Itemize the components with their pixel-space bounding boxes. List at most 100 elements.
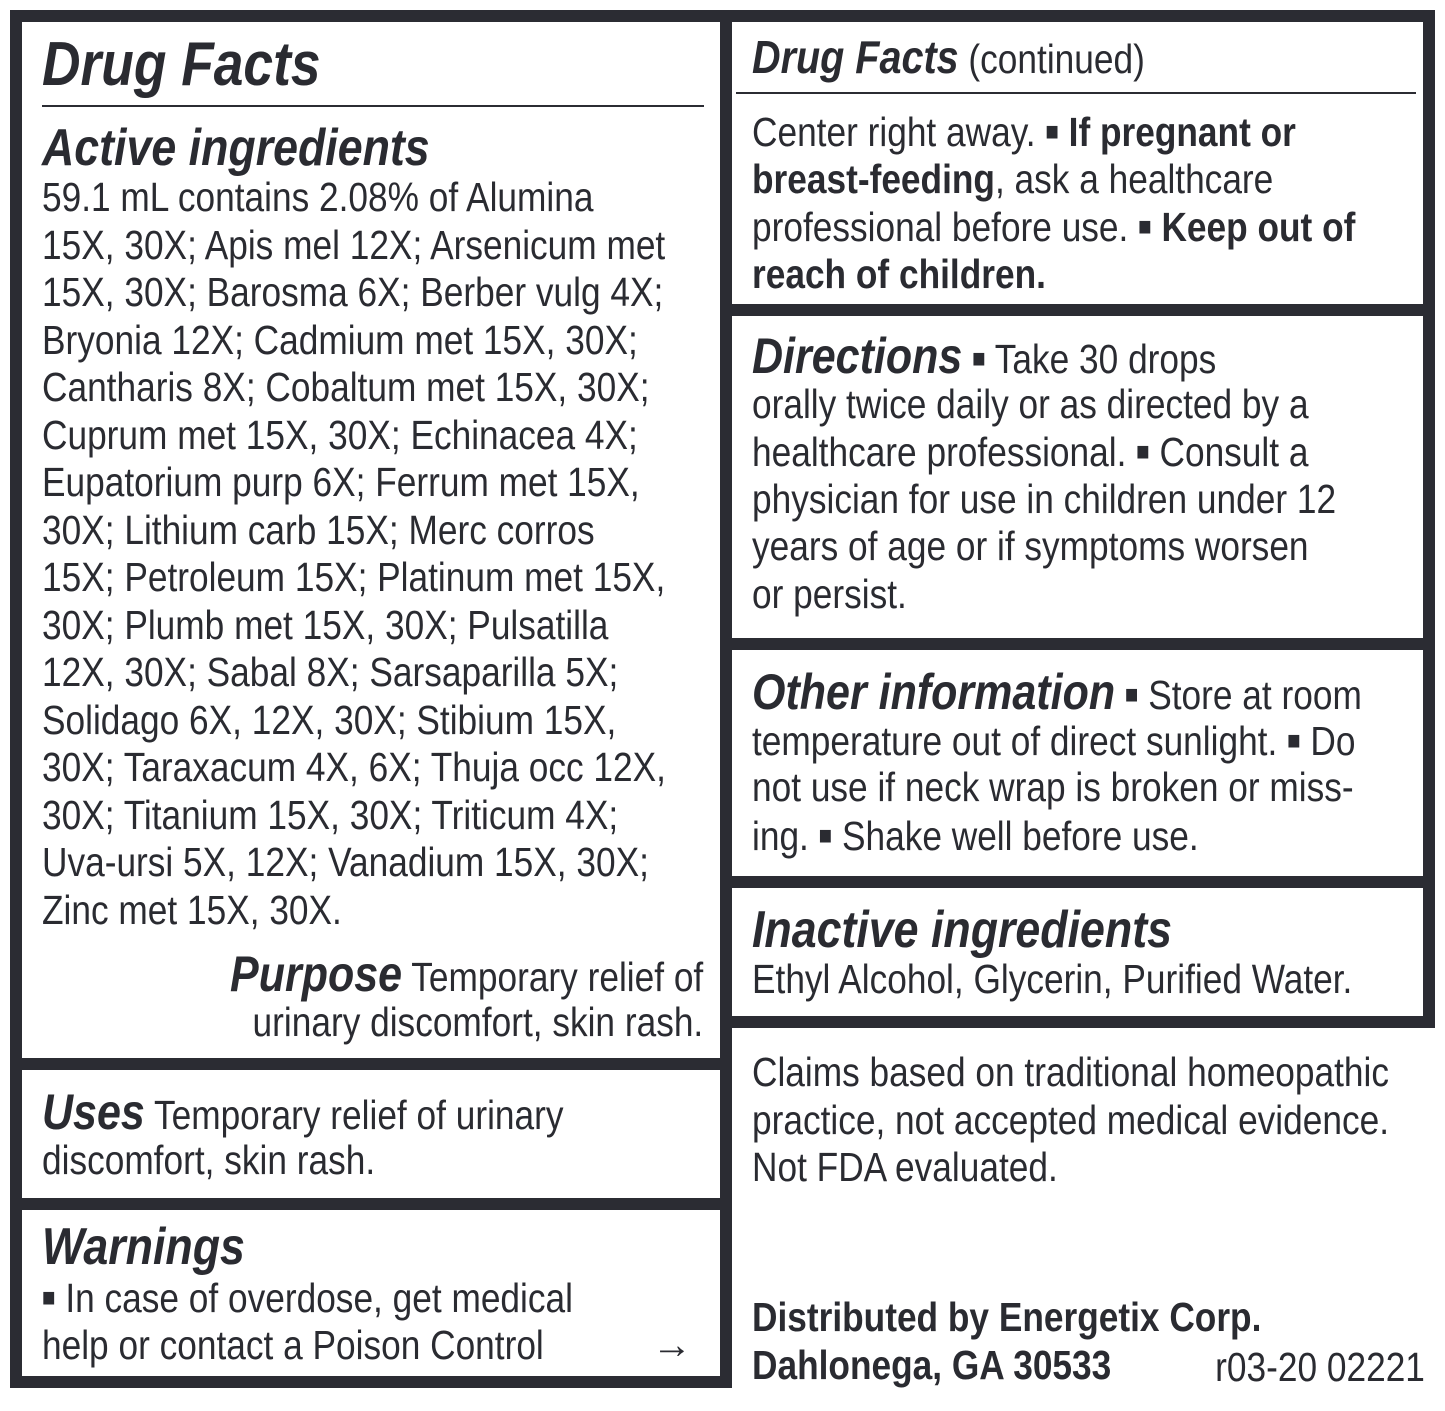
text-segment: In case of overdose, get medical [55,1275,573,1321]
text-line: breast-feeding, ask a healthcare [752,156,1355,204]
text-segment: Consult a [1149,429,1309,475]
bullet-icon: ■ [818,819,833,850]
warnings-continued-text: Center right away. ■ If pregnant or breas… [752,108,1445,298]
text-segment [962,336,972,382]
text-line: Uva-ursi 5X, 12X; Vanadium 15X, 30X; [42,839,666,887]
text-segment: temperature out of direct sunlight. [752,717,1288,764]
frame-bottom-left [10,1376,732,1388]
text-segment: 30X; Lithium carb 15X; Merc corros [42,506,595,553]
text-segment: Temporary relief of [401,954,703,1000]
text-line: Zinc met 15X, 30X. [42,887,666,935]
divider-inactive-bottom [720,1016,1435,1028]
text-segment: 15X, 30X; Apis mel 12X; Arsenicum met [42,221,666,268]
text-segment: professional before use. [752,204,1139,250]
continued-header: Drug Facts (continued) [752,31,1209,83]
text-segment: 15X, 30X; Barosma 6X; Berber vulg 4X; [42,269,664,315]
text-line: urinary discomfort, skin rash. [230,999,703,1047]
purpose-section: Purpose Temporary relief of urinary disco… [153,949,703,1047]
text-line: orally twice daily or as directed by a [752,381,1336,429]
text-line: reach of children. [752,251,1355,299]
text-segment: Eupatorium purp 6X; Ferrum met 15X, [42,459,640,505]
bullet-icon: ■ [1138,211,1152,241]
text-segment: discomfort, skin rash. [42,1136,376,1183]
text-segment: 30X; Plumb met 15X, 30X; Pulsatilla [42,601,609,648]
text-line: years of age or if symptoms worsen [752,523,1336,571]
text-line: Center right away. ■ If pregnant or [752,108,1355,156]
revision-code-text: r03-20 02221 [1215,1344,1425,1390]
text-segment [1115,672,1125,718]
text-line: Claims based on traditional homeopathic [752,1049,1389,1097]
bullet-icon: ■ [1287,724,1301,755]
text-segment: Keep out of [1161,204,1356,250]
text-line: professional before use. ■ Keep out of [752,203,1355,251]
uses-section: Uses Temporary relief of urinary discomfo… [42,1087,648,1185]
text-line: temperature out of direct sunlight. ■ Do [752,717,1362,765]
text-segment: Ethyl Alcohol, Glycerin, Purified Water. [752,956,1353,1002]
text-segment: 12X, 30X; Sabal 8X; Sarsaparilla 5X; [42,649,619,695]
text-line: Ethyl Alcohol, Glycerin, Purified Water. [752,956,1352,1004]
text-segment: Solidago 6X, 12X, 30X; Stibium 15X, [42,696,617,743]
text-segment: ing. [752,812,819,859]
text-line: 12X, 30X; Sabal 8X; Sarsaparilla 5X; [42,649,666,697]
text-segment: Uva-ursi 5X, 12X; Vanadium 15X, 30X; [42,839,649,885]
text-segment: not use if neck wrap is broken or miss- [752,764,1354,810]
divider-other-inactive [720,876,1435,888]
text-segment: years of age or if symptoms worsen [752,523,1309,569]
text-line: Purpose Temporary relief of [230,949,703,1000]
text-line: Not FDA evaluated. [752,1144,1389,1192]
text-line: Eupatorium purp 6X; Ferrum met 15X, [42,459,666,507]
text-segment: breast-feeding [752,155,995,202]
text-line: Uses Temporary relief of urinary [42,1087,564,1138]
warnings-heading: Warnings [42,1218,245,1276]
text-line: 15X, 30X; Barosma 6X; Berber vulg 4X; [42,269,666,317]
text-segment: (continued) [958,36,1145,82]
text-line: 15X, 30X; Apis mel 12X; Arsenicum met [42,222,666,270]
text-line: ing. ■ Shake well before use. [752,812,1362,860]
text-segment: Claims based on traditional homeopathic [752,1049,1390,1095]
text-segment: reach of children. [752,250,1046,297]
text-line: Drug Facts (continued) [752,31,1145,83]
text-line: 15X; Petroleum 15X; Platinum met 15X, [42,554,666,602]
divider-purpose-uses [10,1058,732,1070]
text-line: Directions ■ Take 30 drops [752,331,1336,382]
section-heading: Purpose [229,946,402,1002]
section-heading: Drug Facts [752,31,959,83]
bullet-icon: ■ [42,1282,56,1312]
text-segment: Zinc met 15X, 30X. [42,886,342,933]
divider-directions-other [720,638,1435,650]
text-line: Solidago 6X, 12X, 30X; Stibium 15X, [42,697,666,745]
text-line: discomfort, skin rash. [42,1137,564,1185]
text-segment: 30X; Titanium 15X, 30X; Triticum 4X; [42,791,619,838]
text-line: 30X; Titanium 15X, 30X; Triticum 4X; [42,792,666,840]
text-line: 30X; Plumb met 15X, 30X; Pulsatilla [42,602,666,650]
revision-code: r03-20 02221 [1181,1344,1425,1392]
text-line: or persist. [752,571,1336,619]
claims-disclaimer: Claims based on traditional homeopathic p… [752,1049,1445,1192]
text-line: Bryonia 12X; Cadmium met 15X, 30X; [42,317,666,365]
text-segment: If pregnant or [1068,109,1296,155]
text-segment: help or contact a Poison Control [42,1321,544,1368]
distributor-info: Distributed by Energetix Corp. Dahlonega,… [752,1294,1344,1389]
page-title: Drug Facts [42,30,321,99]
text-segment: Distributed by Energetix Corp. [752,1294,1262,1340]
active-ingredients-text: 59.1 mL contains 2.08% of Alumina 15X, 30… [42,174,768,934]
divider-warnings-directions [720,304,1435,316]
text-segment [1152,204,1162,250]
text-segment: Shake well before use. [832,812,1199,859]
text-line: 30X; Taraxacum 4X, 6X; Thuja occ 12X, [42,744,666,792]
text-line: ■ In case of overdose, get medical [42,1274,573,1322]
text-segment: orally twice daily or as directed by a [752,380,1309,427]
text-segment: Center right away. [752,109,1046,155]
text-segment: urinary discomfort, skin rash. [252,998,703,1045]
text-line: Cantharis 8X; Cobaltum met 15X, 30X; [42,364,666,412]
text-line: physician for use in children under 12 [752,476,1336,524]
frame-right [1423,10,1435,1028]
text-segment: Dahlonega, GA 30533 [752,1341,1112,1388]
text-segment: physician for use in children under 12 [752,475,1337,522]
text-line: Dahlonega, GA 30533 [752,1342,1261,1390]
title-rule [42,105,704,107]
bullet-icon: ■ [1136,436,1150,466]
text-segment: 30X; Taraxacum 4X, 6X; Thuja occ 12X, [42,744,666,790]
text-segment: Cantharis 8X; Cobaltum met 15X, 30X; [42,364,650,410]
text-segment: Bryonia 12X; Cadmium met 15X, 30X; [42,316,638,363]
